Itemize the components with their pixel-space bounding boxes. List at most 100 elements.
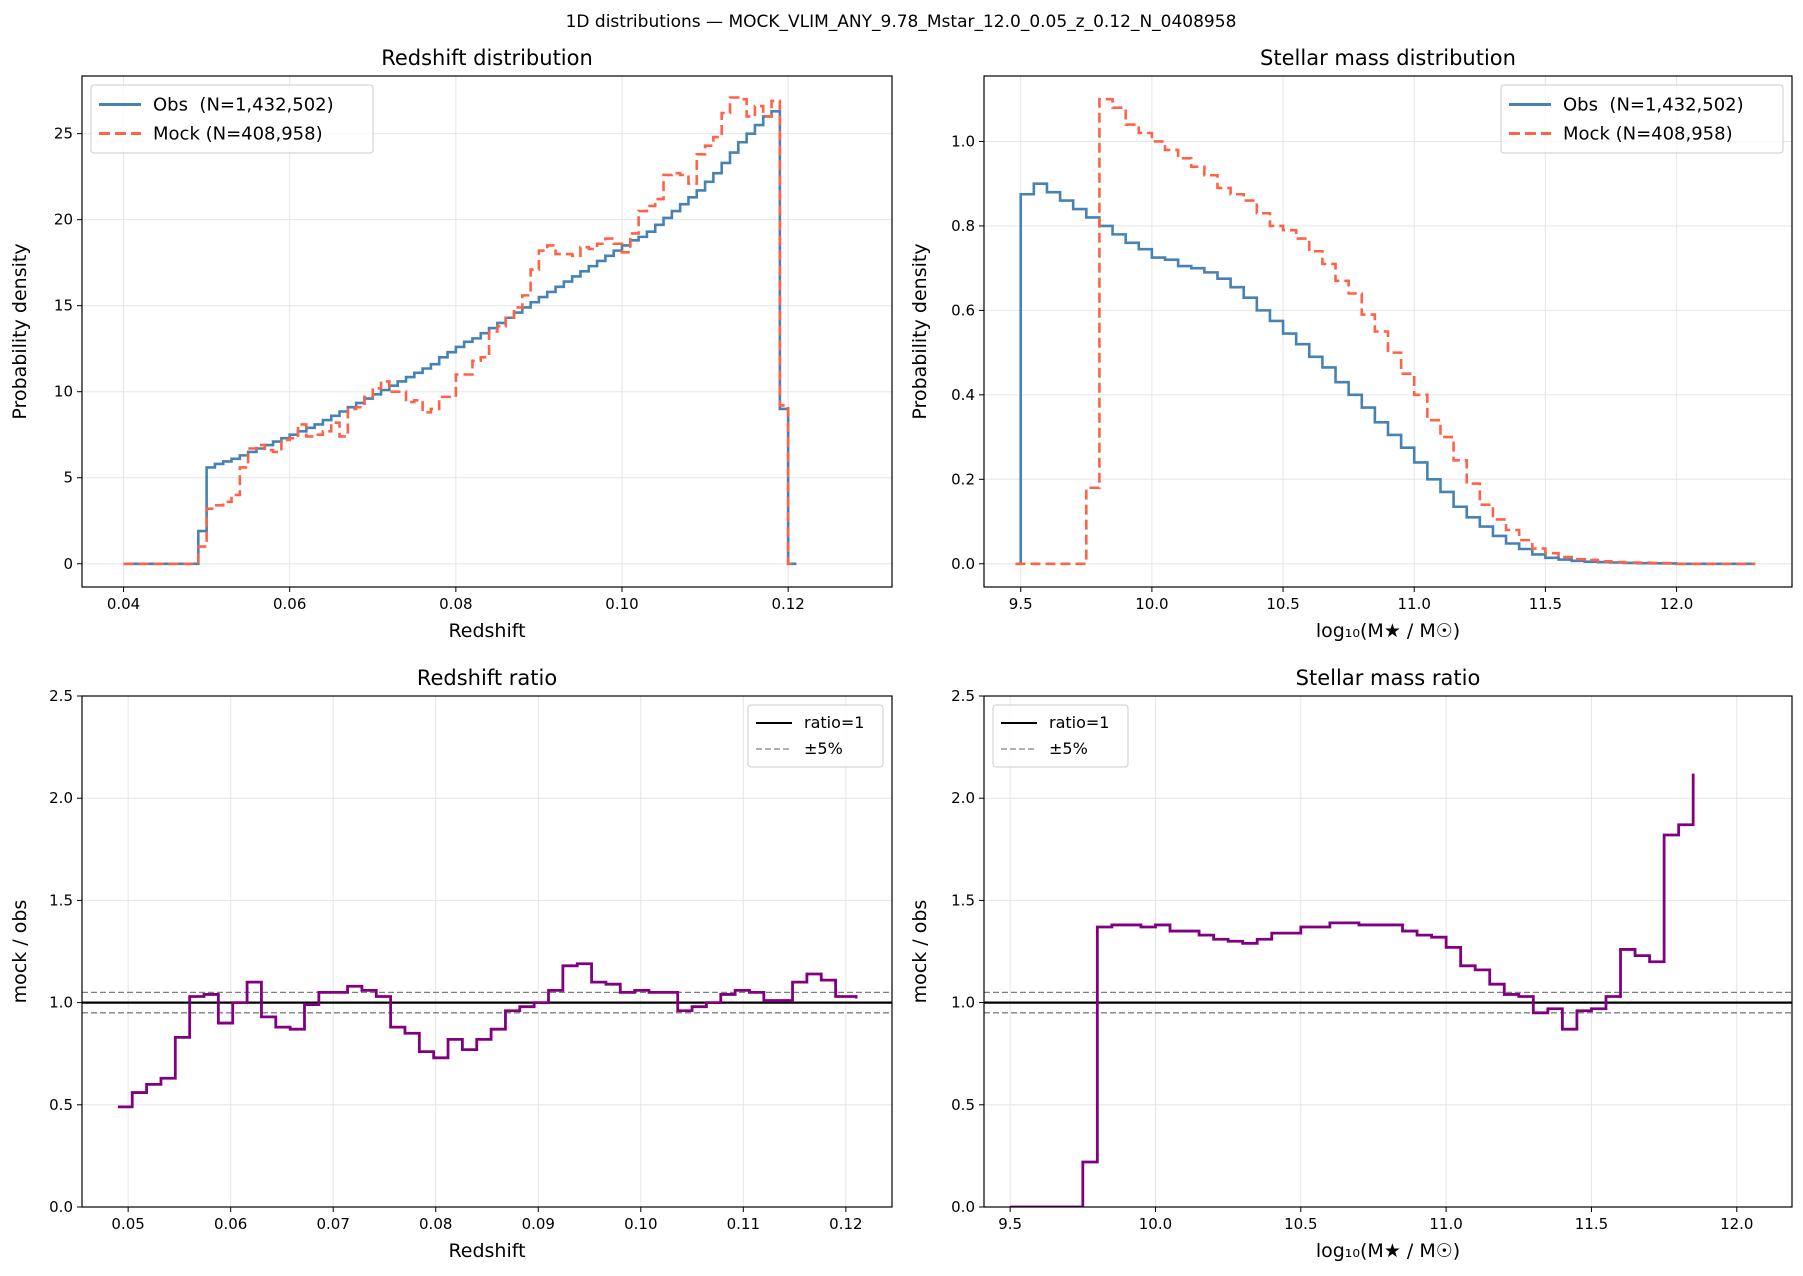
y-tick-label: 0.2 <box>951 470 975 488</box>
mock-step-line <box>1015 97 1756 566</box>
x-tick-label: 0.12 <box>771 595 804 613</box>
stellar-mass-ratio-legend: ratio=1 ±5% <box>992 704 1129 768</box>
stellar-mass-ratio-title: Stellar mass ratio <box>1296 666 1481 690</box>
stellar-mass-ratio-grid <box>984 695 1792 1208</box>
y-tick-label: 2.5 <box>951 687 975 705</box>
redshift-distribution-axes-frame <box>81 75 893 588</box>
x-tick-label: 9.5 <box>998 1215 1022 1233</box>
y-tick-label: 0.8 <box>951 217 975 235</box>
x-tick-label: 0.06 <box>214 1215 247 1233</box>
x-tick-label: 12.0 <box>1720 1215 1753 1233</box>
x-tick-label: 0.08 <box>419 1215 452 1233</box>
x-tick-label: 12.0 <box>1660 595 1693 613</box>
y-tick-label: 2.0 <box>49 789 73 807</box>
redshift-distribution-ticks: 0.04 0.06 0.08 0.10 0.12 0 5 10 15 20 25 <box>54 125 805 613</box>
x-tick-label: 0.08 <box>439 595 472 613</box>
obs-step-line <box>1015 182 1756 566</box>
legend-mock-label: Mock (N=408,958) <box>1563 124 1733 145</box>
stellar-mass-distribution-axes-frame <box>983 75 1793 588</box>
redshift-distribution-legend: Obs (N=1,432,502) Mock (N=408,958) <box>90 84 374 154</box>
y-tick-label: 0.5 <box>49 1096 73 1114</box>
y-tick-label: 0.4 <box>951 386 975 404</box>
redshift-ratio-legend: ratio=1 ±5% <box>747 704 884 768</box>
ratio-step-line <box>1010 773 1695 1207</box>
y-tick-label: 1.0 <box>49 994 73 1012</box>
x-tick-label: 0.06 <box>273 595 306 613</box>
y-tick-label: 1.5 <box>951 891 975 909</box>
figure-suptitle: 1D distributions — MOCK_VLIM_ANY_9.78_Ms… <box>566 12 1237 32</box>
legend-band-label: ±5% <box>804 739 843 758</box>
redshift-ratio-xlabel: Redshift <box>448 1240 525 1262</box>
redshift-ratio-ticks: 0.05 0.06 0.07 0.08 0.09 0.10 0.11 0.12 0.0 0.5 1.… <box>49 687 862 1233</box>
x-tick-label: 9.5 <box>1009 595 1033 613</box>
x-tick-label: 11.0 <box>1398 595 1431 613</box>
x-tick-label: 0.09 <box>522 1215 555 1233</box>
y-tick-label: 25 <box>54 125 73 143</box>
legend-obs-label: Obs (N=1,432,502) <box>1563 95 1744 116</box>
x-tick-label: 0.05 <box>111 1215 144 1233</box>
legend-box <box>1500 84 1784 154</box>
y-tick-label: 0.0 <box>49 1198 73 1216</box>
redshift-ratio-panel: 0.05 0.06 0.07 0.08 0.09 0.10 0.11 0.12 0.0 0.5 1.… <box>9 666 893 1262</box>
obs-step-line <box>123 109 797 566</box>
y-tick-label: 10 <box>54 383 73 401</box>
y-tick-label: 0.6 <box>951 301 975 319</box>
y-tick-label: 5 <box>63 469 73 487</box>
y-tick-label: 0 <box>63 555 73 573</box>
stellar-mass-ratio-xlabel: log₁₀(M★ / M☉) <box>1316 1240 1460 1262</box>
x-tick-label: 10.5 <box>1266 595 1299 613</box>
redshift-distribution-plot-area <box>123 96 797 566</box>
stellar-mass-ratio-plot-area <box>984 773 1792 1207</box>
x-tick-label: 0.11 <box>727 1215 760 1233</box>
stellar-mass-ratio-axes-frame <box>983 695 1793 1208</box>
stellar-mass-distribution-title: Stellar mass distribution <box>1260 46 1516 70</box>
y-tick-label: 0.5 <box>951 1096 975 1114</box>
stellar-mass-distribution-legend: Obs (N=1,432,502) Mock (N=408,958) <box>1500 84 1784 154</box>
redshift-distribution-xlabel: Redshift <box>448 620 525 642</box>
redshift-ratio-axes-frame <box>81 695 893 1208</box>
redshift-distribution-title: Redshift distribution <box>381 46 593 70</box>
y-tick-label: 20 <box>54 211 73 229</box>
mock-step-line <box>123 96 797 566</box>
redshift-ratio-grid <box>82 695 892 1208</box>
legend-band-label: ±5% <box>1049 739 1088 758</box>
stellar-mass-ratio-ticks: 9.5 10.0 10.5 11.0 11.5 12.0 0.0 0.5 1.0 1.5 2.0 2.… <box>951 687 1753 1233</box>
stellar-mass-distribution-ylabel: Probability density <box>909 243 931 419</box>
redshift-ratio-plot-area <box>82 962 892 1109</box>
y-tick-label: 2.0 <box>951 789 975 807</box>
stellar-mass-distribution-xlabel: log₁₀(M★ / M☉) <box>1316 620 1460 642</box>
y-tick-label: 2.5 <box>49 687 73 705</box>
legend-ratio1-label: ratio=1 <box>804 713 864 732</box>
legend-box <box>90 84 374 154</box>
y-tick-label: 0.0 <box>951 1198 975 1216</box>
stellar-mass-distribution-plot-area <box>1015 97 1756 566</box>
legend-obs-label: Obs (N=1,432,502) <box>153 95 334 116</box>
y-tick-label: 1.0 <box>951 132 975 150</box>
x-tick-label: 11.0 <box>1429 1215 1462 1233</box>
y-tick-label: 15 <box>54 297 73 315</box>
x-tick-label: 11.5 <box>1575 1215 1608 1233</box>
x-tick-label: 0.04 <box>107 595 140 613</box>
stellar-mass-distribution-ticks: 9.5 10.0 10.5 11.0 11.5 12.0 0.0 0.2 0.4 0.6 0.8 1.… <box>951 132 1693 613</box>
redshift-ratio-title: Redshift ratio <box>417 666 557 690</box>
x-tick-label: 0.12 <box>829 1215 862 1233</box>
legend-box <box>992 704 1129 768</box>
legend-ratio1-label: ratio=1 <box>1049 713 1109 732</box>
x-tick-label: 0.07 <box>316 1215 349 1233</box>
y-tick-label: 1.0 <box>951 994 975 1012</box>
ratio-step-line <box>117 962 858 1109</box>
legend-mock-label: Mock (N=408,958) <box>153 124 323 145</box>
stellar-mass-ratio-ylabel: mock / obs <box>909 900 931 1004</box>
redshift-ratio-ylabel: mock / obs <box>9 900 31 1004</box>
x-tick-label: 0.10 <box>605 595 638 613</box>
x-tick-label: 0.10 <box>624 1215 657 1233</box>
y-tick-label: 0.0 <box>951 555 975 573</box>
redshift-distribution-ylabel: Probability density <box>9 243 31 419</box>
y-tick-label: 1.5 <box>49 891 73 909</box>
legend-box <box>747 704 884 768</box>
stellar-mass-ratio-panel: 9.5 10.0 10.5 11.0 11.5 12.0 0.0 0.5 1.0 1.5 2.0 2.… <box>909 666 1793 1262</box>
x-tick-label: 10.0 <box>1139 1215 1172 1233</box>
x-tick-label: 11.5 <box>1529 595 1562 613</box>
stellar-mass-distribution-panel: 9.5 10.0 10.5 11.0 11.5 12.0 0.0 0.2 0.4 0.6 0.8 1.… <box>909 46 1793 642</box>
